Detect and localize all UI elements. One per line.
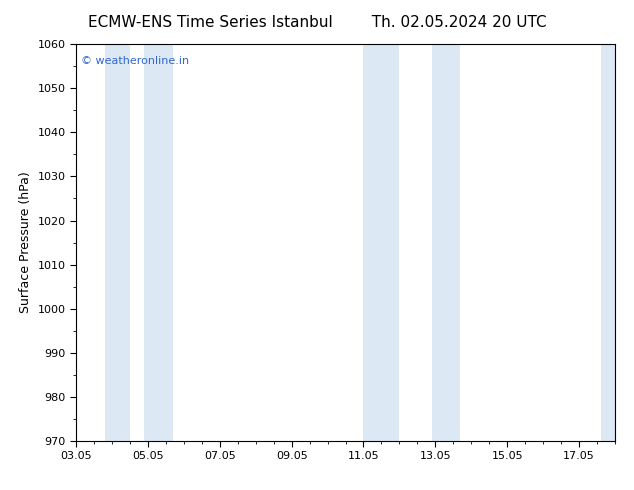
Y-axis label: Surface Pressure (hPa): Surface Pressure (hPa) (19, 172, 32, 314)
Bar (145, 44, 173, 441)
Bar (105, 44, 130, 441)
Text: © weatheronline.in: © weatheronline.in (81, 56, 190, 66)
Bar (600, 44, 615, 441)
Text: ECMW-ENS Time Series Istanbul        Th. 02.05.2024 20 UTC: ECMW-ENS Time Series Istanbul Th. 02.05.… (87, 15, 547, 30)
Bar (363, 44, 399, 441)
Bar (432, 44, 460, 441)
